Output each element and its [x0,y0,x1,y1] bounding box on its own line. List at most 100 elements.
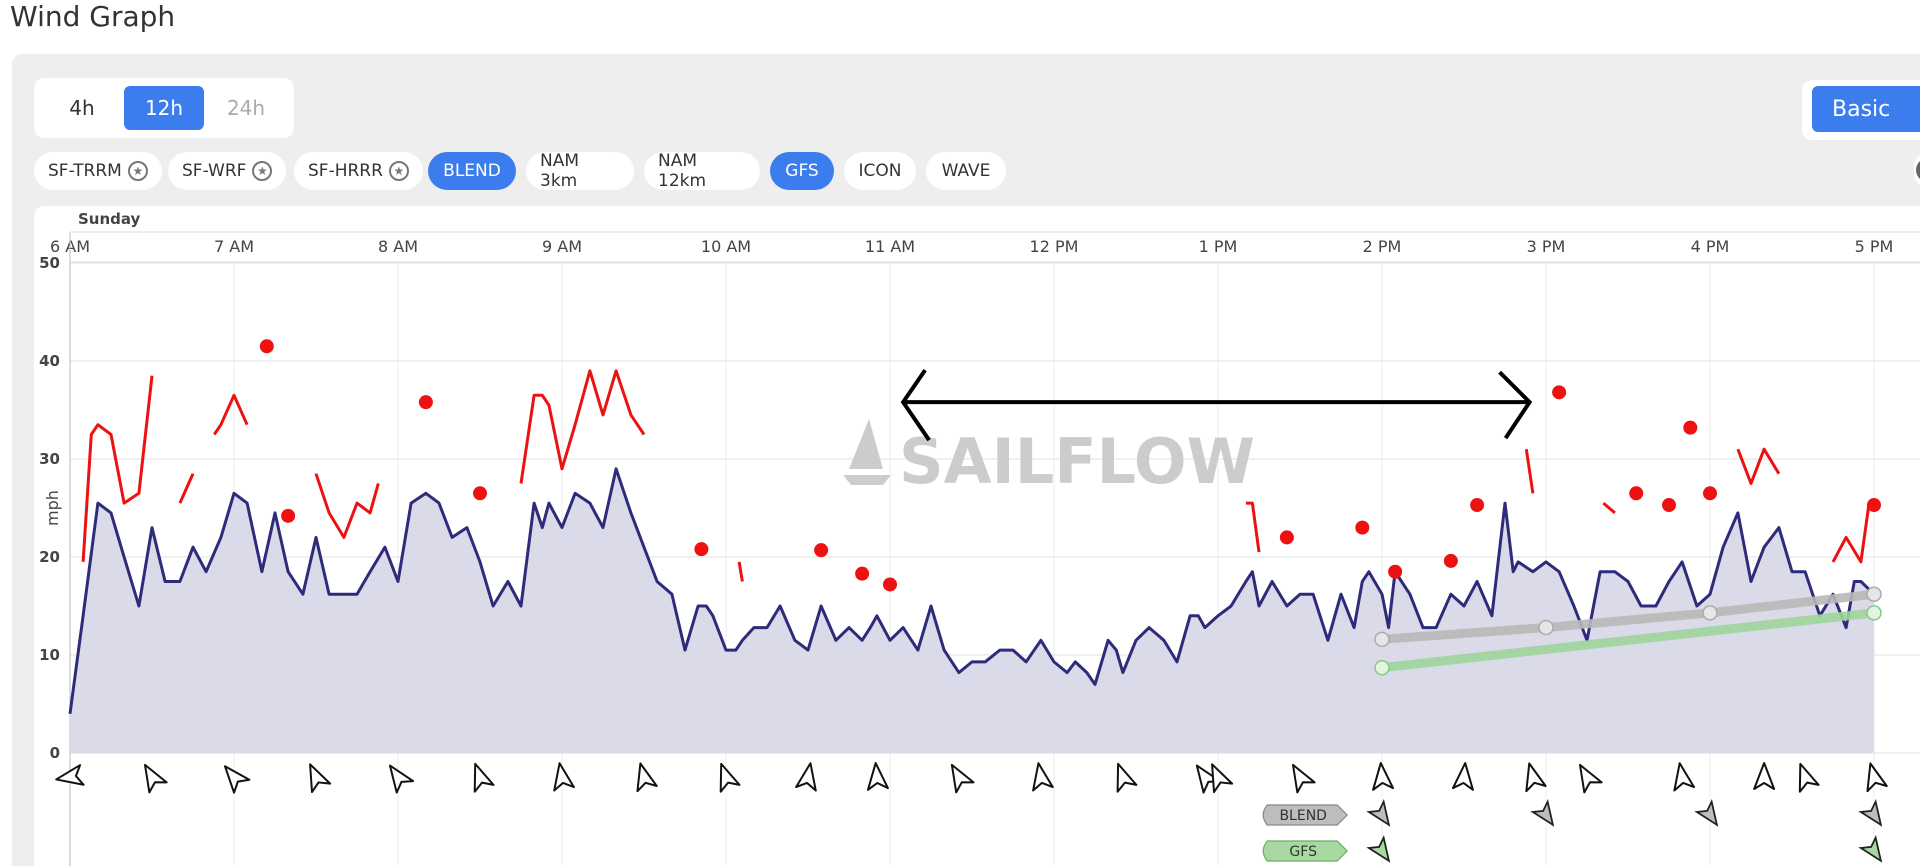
star-icon[interactable]: ★ [252,161,273,181]
gfs-forecast-line [1377,608,1879,673]
model-label: GFS [785,161,819,181]
wind-direction-arrow-icon [224,765,251,794]
basic-mode-button[interactable]: Basic [1812,86,1920,132]
gust-point [1470,498,1485,513]
model-pill-gfs[interactable]: GFS [770,152,834,190]
star-icon[interactable]: ★ [388,161,409,181]
blend-forecast-point [1702,605,1718,621]
watermark-hull-icon [843,474,891,485]
model-label: ICON [858,161,902,181]
wind-direction-arrow-icon [144,763,168,794]
y-tick-label: 40 [39,352,60,370]
star-icon[interactable]: ★ [127,161,148,181]
forecast-direction-arrow-icon [1366,834,1391,863]
model-row-label: GFS [1289,844,1317,860]
gust-point [1443,553,1458,568]
range-24h-button[interactable]: 24h [206,86,286,130]
forecast-direction-arrow-icon [1530,798,1555,827]
gust-point [1629,486,1644,501]
model-label: SF-WRF [182,161,247,181]
gust-point [814,543,829,558]
model-label: NAM 12km [658,151,707,191]
wind-direction-arrow-icon [1032,762,1054,792]
range-marker-right-arrow-icon [1498,370,1533,440]
gust-point [1683,420,1698,435]
gust-line-segment [1524,448,1535,494]
gust-line-segment [1831,502,1871,564]
wind-direction-arrow-icon [1292,763,1316,794]
gust-line-segment [178,473,195,504]
model-row-label: BLEND [1279,808,1327,824]
blend-forecast-line [1377,589,1879,644]
forecast-direction-arrow-icon [1858,798,1883,827]
forecast-direction-arrow-icon [1858,834,1883,863]
wind-direction-arrow-icon [1211,763,1234,794]
wind-direction-arrow-icon [1866,762,1888,793]
gust-point [694,542,709,557]
wind-direction-arrow-icon [950,763,975,794]
forecast-direction-arrow-icon [1694,798,1719,827]
gust-line-segment [1245,501,1261,553]
gust-point [855,566,870,581]
y-tick-label: 20 [39,548,60,566]
view-mode-toggle: Basic [1802,80,1920,140]
toggle-icon [1916,158,1920,182]
model-pill-icon[interactable]: ICON [844,152,916,190]
model-label: BLEND [443,161,501,181]
watermark-sail-icon [849,418,883,469]
wind-direction-arrow-icon [55,764,85,786]
model-pill-nam-3km[interactable]: NAM 3km [526,151,634,191]
x-tick-label: 12 PM [1030,237,1079,256]
gust-line-segment [314,473,380,539]
wind-direction-arrow-icon [1451,762,1474,791]
x-tick-label: 5 PM [1855,237,1894,256]
gfs-forecast-point [1866,605,1882,621]
gust-line-segment [737,561,744,582]
y-tick-label: 50 [39,254,60,272]
wind-direction-arrow-icon [636,762,658,793]
y-tick-label: 10 [39,646,60,664]
wind-direction-arrow-icon [388,764,415,794]
observed-wind-area [70,468,1874,753]
wind-direction-arrow-icon [719,762,741,793]
gust-point [418,395,433,410]
gust-point [883,577,897,592]
observed-wind-line [68,467,1876,714]
wind-direction-arrow-icon [1579,763,1603,794]
model-pill-sf-hrrr[interactable]: SF-HRRR ★ [294,152,423,190]
model-pill-nam-12km[interactable]: NAM 12km [644,151,760,191]
x-tick-label: 8 AM [378,237,418,256]
gust-line-segment [81,375,154,562]
model-pill-blend[interactable]: BLEND [428,152,516,190]
x-tick-label: 4 PM [1691,237,1730,256]
gust-point [1662,498,1676,513]
gfs-forecast-point [1374,659,1390,676]
gust-point [1703,486,1717,501]
wind-direction-arrow-icon [1372,762,1395,791]
model-label: NAM 3km [540,151,580,191]
range-4h-button[interactable]: 4h [42,86,122,130]
blend-forecast-point [1374,631,1390,648]
y-tick-label: 30 [39,450,60,468]
x-tick-label: 2 PM [1363,237,1402,256]
time-range-toggle: 4h 12h 24h [34,78,294,138]
model-row-tag [1262,840,1349,862]
watermark-text: SAILFLOW [899,425,1255,498]
wind-direction-arrow-icon [1753,762,1776,790]
blend-forecast-point [1866,586,1882,602]
y-tick-label: 0 [50,744,60,762]
model-pill-sf-wrf[interactable]: SF-WRF ★ [168,152,287,190]
wind-direction-arrow-icon [1673,762,1696,792]
model-label: SF-HRRR [308,161,383,181]
wind-direction-arrow-icon [1116,762,1138,793]
model-pill-wave[interactable]: WAVE [926,152,1006,190]
gust-point [1867,498,1881,513]
gust-point [1355,520,1370,535]
gust-line-segment [1602,501,1616,515]
range-12h-button[interactable]: 12h [124,86,204,130]
model-pill-sf-trrm[interactable]: SF-TRRM ★ [34,152,162,190]
settings-toggle[interactable] [1914,152,1920,188]
wind-direction-arrow-icon [553,762,575,792]
gust-point [1388,564,1403,579]
